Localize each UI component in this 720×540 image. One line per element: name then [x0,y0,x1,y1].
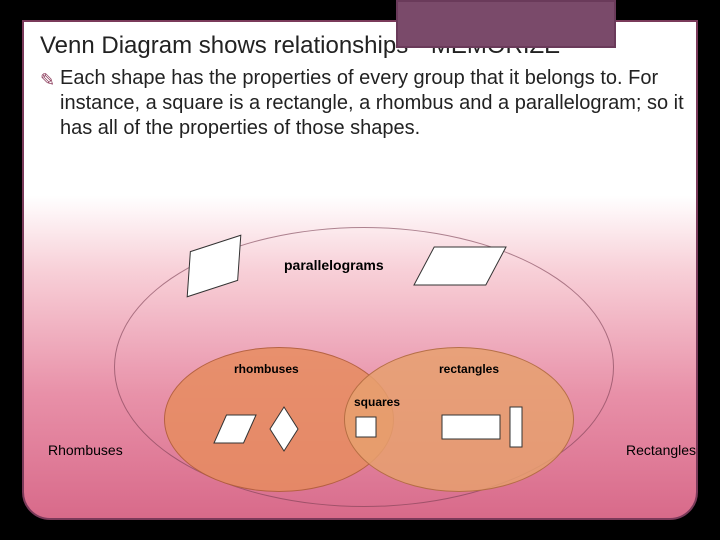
label-parallelograms: parallelograms [284,257,384,273]
shape-diamond-3 [258,395,310,463]
side-label-rhombuses: Rhombuses [48,442,123,458]
side-label-rectangles: Rectangles [626,442,696,458]
bullet-icon: ✎ [40,70,55,91]
venn-diagram: parallelograms rhombuses rectangles squa… [24,217,700,517]
slide-body-text: Each shape has the properties of every g… [60,66,686,141]
header-accent-box [396,0,616,48]
shape-parallelogram-0 [167,233,261,299]
label-rectangles: rectangles [439,362,499,376]
shape-square-4 [344,405,388,449]
label-rhombuses: rhombuses [234,362,299,376]
slide-frame: Venn Diagram shows relationships-- MEMOR… [22,20,698,520]
shape-rectangle-6 [498,395,534,459]
shape-parallelogram-1 [402,235,518,297]
